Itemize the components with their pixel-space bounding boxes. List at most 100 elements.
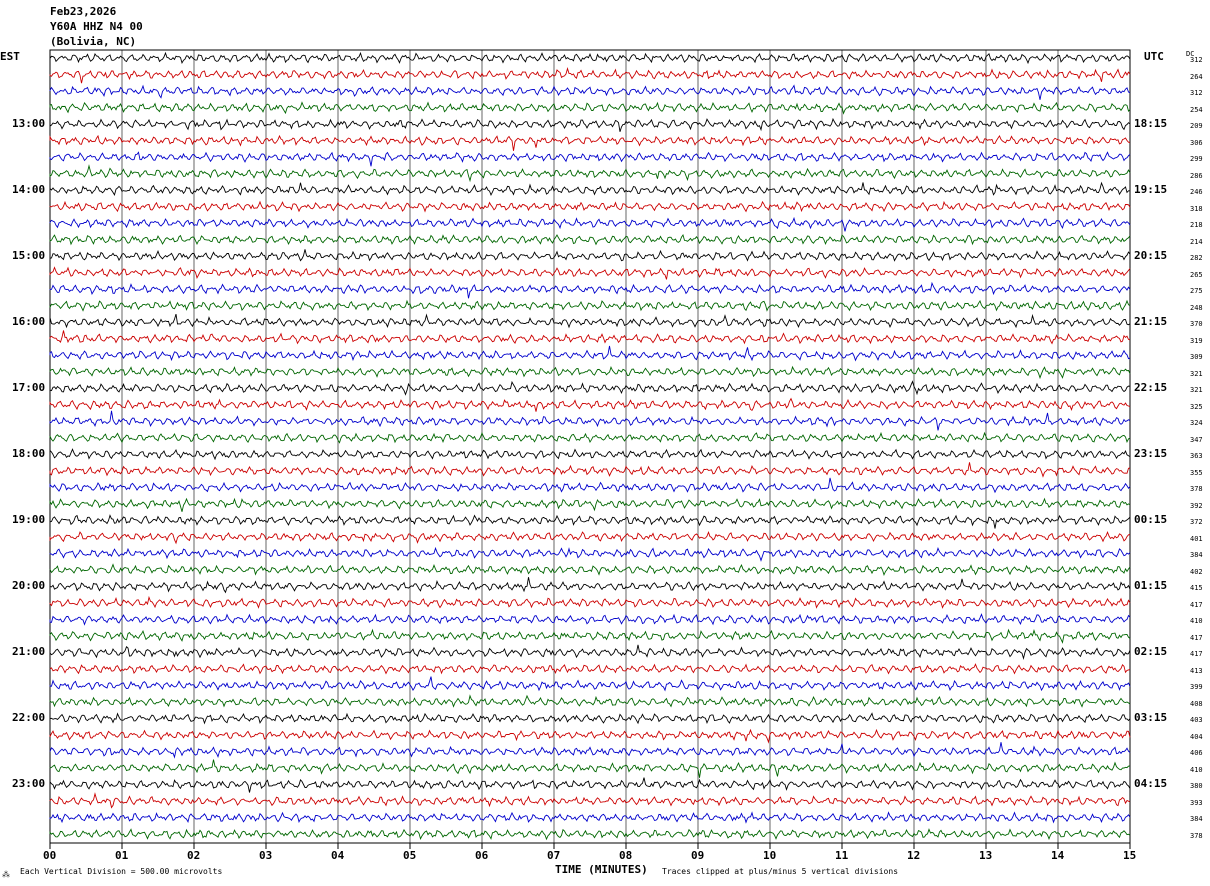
- right-hour-label: 04:15: [1134, 777, 1168, 791]
- trace-18: [49, 345, 1131, 362]
- trace-28: [49, 514, 1131, 529]
- dc-offset-label: 363: [1190, 452, 1203, 461]
- dc-offset-label: 417: [1190, 600, 1203, 609]
- right-hour-label: 20:15: [1134, 249, 1168, 263]
- right-timezone-label: UTC: [1144, 50, 1164, 63]
- dc-offset-label: 392: [1190, 501, 1203, 510]
- right-hour-label: 03:15: [1134, 711, 1168, 725]
- trace-10: [49, 216, 1131, 232]
- trace-40: [49, 712, 1131, 725]
- trace-8: [49, 181, 1130, 197]
- right-hour-label: 23:15: [1134, 447, 1168, 461]
- right-hour-label: 18:15: [1134, 117, 1168, 131]
- x-tick-label: 07: [547, 849, 561, 862]
- dc-offset-label: 324: [1190, 419, 1203, 428]
- dc-offset-label: 401: [1190, 534, 1203, 543]
- dc-offset-label: 318: [1190, 204, 1203, 213]
- dc-offset-label: 347: [1190, 435, 1203, 444]
- trace-13: [49, 266, 1131, 280]
- left-hour-label: 16:00: [12, 315, 46, 329]
- header-date: Feb23,2026: [50, 5, 117, 18]
- dc-offset-label: 384: [1190, 551, 1203, 560]
- dc-offset-label: 214: [1190, 237, 1203, 246]
- dc-offset-label: 282: [1190, 254, 1203, 263]
- trace-45: [49, 792, 1131, 809]
- trace-27: [49, 497, 1131, 512]
- x-tick-label: 05: [403, 849, 417, 862]
- left-hour-label: 14:00: [12, 183, 46, 197]
- trace-0: [49, 51, 1131, 65]
- trace-5: [49, 134, 1131, 151]
- trace-4: [49, 117, 1131, 132]
- dc-column-header: DC: [1186, 50, 1195, 58]
- dc-offset-label: 325: [1190, 402, 1203, 411]
- x-tick-label: 01: [115, 849, 129, 862]
- dc-offset-label: 404: [1190, 732, 1203, 741]
- right-hour-label: 21:15: [1134, 315, 1168, 329]
- x-tick-label: 02: [187, 849, 201, 862]
- x-tick-label: 14: [1051, 849, 1065, 862]
- trace-17: [49, 330, 1131, 345]
- right-hour-label: 01:15: [1134, 579, 1168, 593]
- plot-frame: [49, 49, 1131, 844]
- trace-34: [49, 613, 1131, 626]
- trace-16: [49, 313, 1131, 329]
- dc-offset-label: 321: [1190, 369, 1203, 378]
- dc-offset-label: 378: [1190, 485, 1203, 494]
- dc-offset-label: 415: [1190, 584, 1203, 593]
- left-hour-label: 23:00: [12, 777, 46, 791]
- trace-7: [49, 164, 1131, 183]
- trace-20: [49, 380, 1131, 396]
- right-hour-label: 19:15: [1134, 183, 1168, 197]
- trace-31: [49, 563, 1131, 577]
- dc-offset-label: 254: [1190, 105, 1203, 114]
- trace-29: [49, 530, 1131, 545]
- x-tick-label: 09: [691, 849, 705, 862]
- dc-offset-label: 372: [1190, 518, 1203, 527]
- left-timezone-label: EST: [0, 50, 20, 63]
- dc-offset-label: 306: [1190, 138, 1203, 147]
- header-location: (Bolivia, NC): [50, 35, 137, 48]
- trace-3: [49, 101, 1131, 115]
- x-axis-title: TIME (MINUTES): [555, 863, 648, 876]
- x-tick-label: 00: [43, 849, 57, 862]
- dc-offset-label: 384: [1190, 815, 1203, 824]
- dc-offset-label: 408: [1190, 699, 1203, 708]
- dc-offset-label: 209: [1190, 122, 1203, 131]
- dc-offset-label: 264: [1190, 72, 1203, 81]
- trace-12: [49, 249, 1131, 262]
- clip-note: Traces clipped at plus/minus 5 vertical …: [662, 867, 899, 876]
- trace-25: [49, 462, 1131, 478]
- dc-offset-label: 355: [1190, 468, 1203, 477]
- dc-offset-label: 406: [1190, 749, 1203, 758]
- x-tick-label: 15: [1123, 849, 1137, 862]
- x-tick-label: 03: [259, 849, 273, 862]
- dc-offset-label: 321: [1190, 386, 1203, 395]
- dc-offset-label: 309: [1190, 353, 1203, 362]
- x-tick-label: 08: [619, 849, 633, 862]
- dc-offset-label: 410: [1190, 765, 1203, 774]
- trace-11: [49, 233, 1131, 246]
- trace-44: [49, 777, 1131, 793]
- dc-offset-label: 402: [1190, 567, 1203, 576]
- corner-mark: ⁂: [2, 870, 10, 879]
- trace-14: [49, 281, 1131, 299]
- trace-35: [49, 628, 1131, 644]
- dc-offset-label: 393: [1190, 798, 1203, 807]
- right-hour-label: 02:15: [1134, 645, 1168, 659]
- dc-offset-label: 275: [1190, 287, 1203, 296]
- dc-offset-label: 417: [1190, 633, 1203, 642]
- dc-offset-label: 218: [1190, 221, 1203, 230]
- trace-15: [49, 299, 1131, 312]
- trace-36: [49, 644, 1131, 661]
- right-hour-label: 22:15: [1134, 381, 1168, 395]
- trace-42: [49, 742, 1131, 759]
- dc-offset-label: 410: [1190, 617, 1203, 626]
- trace-32: [49, 577, 1131, 594]
- header-station: Y60A HHZ N4 00: [50, 20, 143, 33]
- trace-33: [49, 595, 1131, 609]
- x-tick-label: 11: [835, 849, 849, 862]
- dc-offset-label: 248: [1190, 303, 1203, 312]
- dc-offset-label: 403: [1190, 716, 1203, 725]
- left-hour-label: 15:00: [12, 249, 46, 263]
